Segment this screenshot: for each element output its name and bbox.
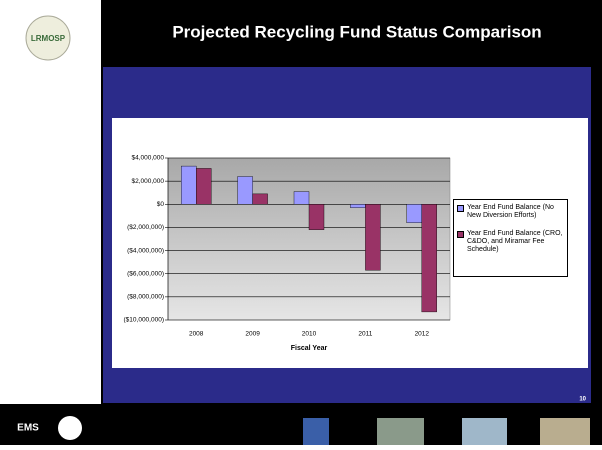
legend-item: Year End Fund Balance (CRO, C&DO, and Mi… [457, 230, 564, 254]
x-tick-label: 2010 [302, 331, 317, 338]
y-tick-label: ($6,000,000) [127, 270, 164, 277]
legend-box: Year End Fund Balance (No New Diversion … [453, 199, 568, 277]
bar [180, 165, 197, 205]
footer-emblem [58, 416, 82, 440]
y-tick-label: ($8,000,000) [127, 294, 164, 301]
bar [406, 204, 422, 224]
bar [252, 193, 268, 205]
photo [303, 418, 329, 445]
bar [365, 204, 381, 271]
x-tick-label: 2008 [189, 331, 204, 338]
plot-area [167, 157, 451, 321]
bar [293, 191, 310, 205]
bar [237, 176, 253, 205]
footer-logo: EMS [17, 423, 39, 434]
y-tick-label: $0 [157, 201, 165, 208]
x-axis-title: Fiscal Year [291, 345, 328, 352]
photo [462, 418, 507, 445]
side-strip [0, 0, 101, 404]
y-tick-label: ($2,000,000) [127, 224, 164, 231]
photo [377, 418, 424, 445]
bar [350, 204, 366, 208]
y-tick-label: ($4,000,000) [127, 247, 164, 254]
legend-label: Year End Fund Balance (No New Diversion … [467, 204, 554, 219]
legend: Year End Fund Balance (No New Diversion … [453, 199, 568, 277]
legend-swatch [457, 231, 464, 238]
y-tick-label: ($10,000,000) [124, 317, 164, 324]
y-tick-label: $4,000,000 [131, 155, 164, 162]
y-tick-label: $2,000,000 [131, 178, 164, 185]
legend-item: Year End Fund Balance (No New Diversion … [457, 204, 564, 220]
photo [540, 418, 590, 445]
chart: ($10,000,000) ($8,000,000) ($6,000,000) ($4… [124, 155, 450, 352]
legend-label: Year End Fund Balance (CRO, C&DO, and Mi… [467, 230, 563, 253]
x-tick-label: 2009 [245, 331, 260, 338]
logo-text: LRMOSP [31, 34, 66, 43]
bar [195, 168, 212, 205]
legend-swatch [457, 205, 464, 212]
x-tick-label: 2011 [358, 331, 372, 338]
logo [25, 15, 71, 61]
bar [421, 204, 437, 313]
page-number: 10 [579, 397, 586, 403]
slide-title: Projected Recycling Fund Status Comparis… [172, 22, 541, 41]
x-tick-label: 2012 [415, 331, 430, 338]
bar [308, 204, 325, 230]
